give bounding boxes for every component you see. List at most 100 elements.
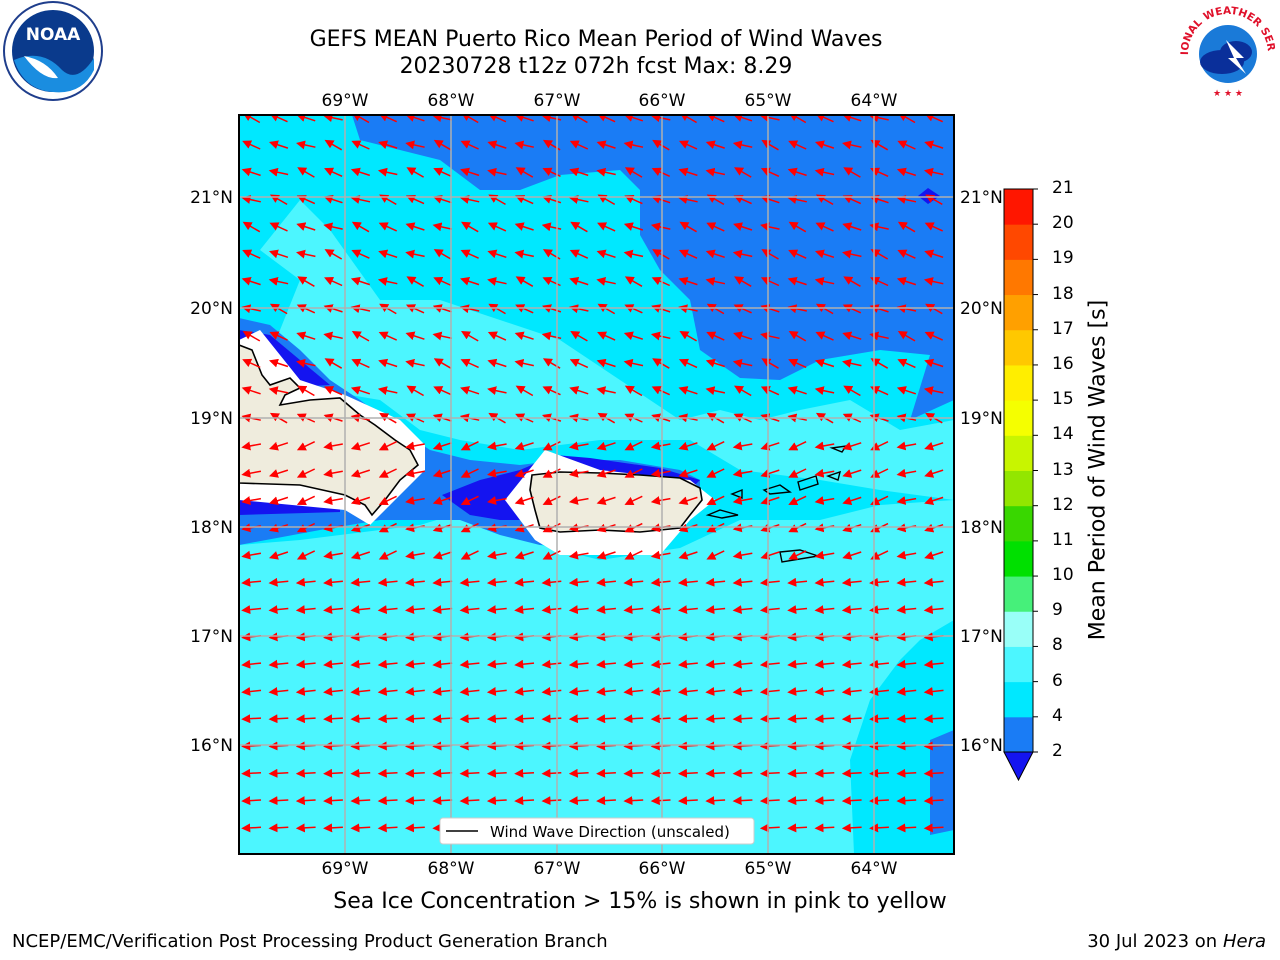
wind-wave-arrow <box>514 249 534 259</box>
wind-wave-arrow <box>678 140 698 150</box>
colorbar-tick-label: 16 <box>1052 353 1074 374</box>
wind-wave-arrow <box>814 468 835 478</box>
wind-wave-arrow <box>323 687 343 696</box>
wind-wave-arrow <box>897 140 916 150</box>
wind-wave-arrow <box>705 140 725 150</box>
wind-wave-arrow <box>814 577 835 587</box>
wind-wave-arrow <box>760 469 780 478</box>
wind-wave-arrow <box>569 167 589 177</box>
lat-lon-gridlines <box>239 115 954 854</box>
wind-wave-arrow <box>760 441 780 451</box>
wind-wave-arrow <box>787 714 808 724</box>
wind-wave-arrow <box>459 768 480 778</box>
wind-wave-arrow <box>623 358 644 368</box>
wind-wave-arrow <box>460 167 480 177</box>
wind-wave-arrow <box>541 796 562 806</box>
wind-wave-arrow <box>296 140 316 150</box>
wind-wave-arrow <box>761 249 779 260</box>
wind-wave-arrow <box>323 659 343 669</box>
wind-wave-arrow <box>759 823 780 833</box>
colorbar-tick-label: 21 <box>1052 178 1074 198</box>
lon-label-bottom: 68°W <box>428 859 475 879</box>
wind-wave-arrow <box>570 331 588 342</box>
wind-wave-arrow <box>732 358 753 368</box>
lon-label-bottom: 66°W <box>639 859 686 879</box>
wind-wave-arrow <box>268 277 289 286</box>
wind-wave-arrow <box>323 796 343 806</box>
wind-wave-arrow <box>268 823 289 833</box>
wind-wave-arrow <box>734 276 752 287</box>
wind-wave-arrow <box>378 222 398 232</box>
wind-wave-arrow <box>351 221 370 233</box>
wind-wave-arrow <box>324 167 343 177</box>
wind-wave-arrow <box>624 304 643 314</box>
wind-wave-arrow <box>678 577 698 587</box>
wind-wave-arrow <box>296 550 316 560</box>
wind-wave-arrow <box>923 577 944 587</box>
svg-text:NOAA: NOAA <box>26 25 81 45</box>
lon-label-bottom: 64°W <box>851 859 898 879</box>
wind-wave-arrow <box>924 358 944 368</box>
wind-wave-arrow <box>569 386 589 395</box>
lon-label-top: 69°W <box>322 91 369 111</box>
wind-wave-arrow <box>487 496 507 505</box>
wind-wave-arrow <box>268 687 289 696</box>
wind-wave-arrow <box>814 659 835 669</box>
wind-wave-arrow <box>378 249 398 259</box>
wind-wave-arrow <box>350 659 371 669</box>
colorbar-tick-label: 6 <box>1052 670 1063 691</box>
wind-wave-arrow <box>896 496 917 505</box>
wind-wave-arrow <box>378 550 397 560</box>
wind-wave-arrow <box>487 222 507 232</box>
wind-wave-arrow <box>541 659 562 669</box>
wind-wave-arrow <box>760 276 780 287</box>
field-period-6-8-north <box>239 200 954 500</box>
wind-wave-arrow <box>514 687 535 696</box>
wind-wave-arrow <box>514 222 534 231</box>
legend-label: Wind Wave Direction (unscaled) <box>490 823 730 841</box>
wind-wave-arrow <box>541 304 562 313</box>
wind-wave-arrow <box>486 714 507 724</box>
wind-wave-arrow <box>787 659 808 669</box>
wind-wave-arrow <box>323 496 343 505</box>
wind-wave-arrow <box>268 441 289 451</box>
chart-subtitle-forecast: 20230728 t12z 072h fcst Max: 8.29 <box>399 54 793 79</box>
wind-wave-arrow <box>295 605 316 615</box>
wind-wave-arrow <box>706 468 725 478</box>
wind-wave-arrow <box>624 495 643 506</box>
legend-box: Wind Wave Direction (unscaled) <box>439 817 755 845</box>
wind-wave-arrow <box>842 304 862 314</box>
wind-wave-arrow <box>705 167 726 177</box>
wind-wave-arrow <box>705 796 726 806</box>
wind-wave-arrow <box>597 303 616 315</box>
wind-wave-arrow <box>678 496 698 506</box>
wind-wave-arrow <box>759 577 780 587</box>
wind-wave-arrow <box>760 167 780 177</box>
wind-wave-arrow <box>514 605 535 615</box>
lat-label-right: 19°N <box>960 409 1003 429</box>
wind-wave-arrow <box>515 167 534 178</box>
lon-label-top: 64°W <box>851 91 898 111</box>
wind-wave-arrow <box>732 796 753 806</box>
wind-wave-arrow <box>377 714 398 724</box>
wind-wave-arrow <box>623 687 644 696</box>
wind-wave-arrow <box>268 768 289 778</box>
wind-wave-arrow <box>732 140 753 150</box>
wind-wave-arrow <box>242 249 261 259</box>
colorbar-segment <box>1004 681 1033 718</box>
colorbar-segment <box>1004 576 1033 612</box>
wind-wave-arrow <box>923 386 944 396</box>
wind-wave-arrow <box>487 167 507 177</box>
wind-wave-arrow <box>787 577 808 587</box>
wind-wave-arrow <box>405 249 425 259</box>
wind-wave-arrow <box>459 714 480 724</box>
wind-wave-arrow <box>678 249 698 259</box>
wind-wave-arrow <box>842 358 862 368</box>
wind-wave-arrow <box>486 659 507 669</box>
wind-wave-arrow <box>514 140 534 150</box>
wind-wave-arrow <box>541 714 562 724</box>
wind-wave-arrow <box>624 385 643 397</box>
wind-wave-arrow <box>405 222 425 231</box>
wind-wave-arrow <box>596 358 616 368</box>
wind-wave-arrow <box>896 714 917 724</box>
